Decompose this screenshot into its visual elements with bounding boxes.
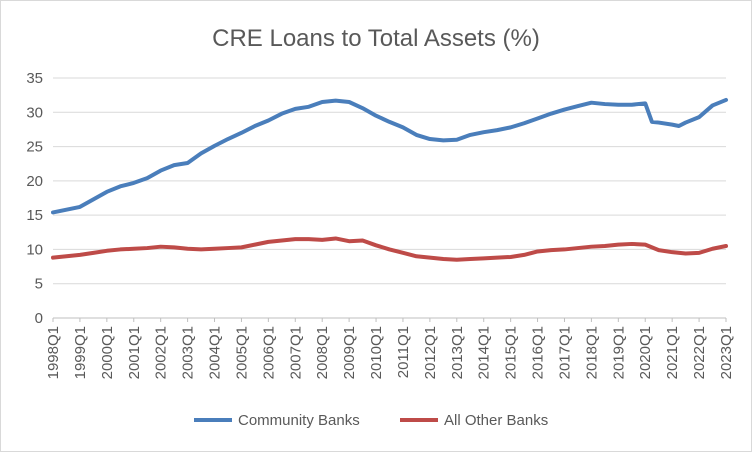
x-tick-label: 2015Q1 <box>503 326 520 379</box>
x-tick-label: 2008Q1 <box>314 326 331 379</box>
x-tick-label: 2021Q1 <box>664 326 681 379</box>
x-tick-label: 2016Q1 <box>530 326 547 379</box>
x-tick-label: 2009Q1 <box>341 326 358 379</box>
legend-label-community-banks: Community Banks <box>238 412 360 429</box>
y-tick-label: 20 <box>26 173 43 190</box>
x-tick-label: 2014Q1 <box>476 326 493 379</box>
y-tick-label: 0 <box>35 310 43 327</box>
x-tick-label: 2010Q1 <box>368 326 385 379</box>
x-tick-label: 1999Q1 <box>72 326 89 379</box>
x-tick-label: 2003Q1 <box>180 326 197 379</box>
x-tick-label: 2005Q1 <box>233 326 250 379</box>
y-tick-label: 15 <box>26 207 43 224</box>
x-tick-label: 2001Q1 <box>126 326 143 379</box>
x-tick-label: 2006Q1 <box>260 326 277 379</box>
y-tick-label: 30 <box>26 104 43 121</box>
x-tick-label: 2004Q1 <box>207 326 224 379</box>
y-tick-label: 35 <box>26 70 43 87</box>
x-tick-label: 2007Q1 <box>287 326 304 379</box>
series-line-community-banks <box>51 97 728 215</box>
x-tick-label: 2012Q1 <box>422 326 439 379</box>
x-tick-label: 2017Q1 <box>556 326 573 379</box>
x-tick-label: 2000Q1 <box>99 326 116 379</box>
legend: Community Banks All Other Banks <box>194 412 548 429</box>
x-tick-label: 2023Q1 <box>718 326 735 379</box>
gridlines <box>53 77 726 319</box>
y-tick-label: 25 <box>26 139 43 156</box>
x-tick-label: 1998Q1 <box>45 326 62 379</box>
x-tick-label: 2002Q1 <box>153 326 170 379</box>
x-tick-label: 2019Q1 <box>610 326 627 379</box>
series-lines <box>51 97 728 262</box>
y-axis-tick-labels: 0 5 10 15 20 25 30 35 <box>26 70 43 327</box>
x-tick-label: 2013Q1 <box>449 326 466 379</box>
x-tick-label: 2018Q1 <box>583 326 600 379</box>
y-tick-label: 10 <box>26 241 43 258</box>
x-tick-label: 2011Q1 <box>395 326 412 378</box>
x-axis-tick-labels: 1998Q1 1999Q1 2000Q1 2001Q1 2002Q1 2003Q1 2004… <box>45 318 735 379</box>
x-tick-label: 2022Q1 <box>691 326 708 379</box>
series-line-all-other-banks <box>51 236 728 262</box>
y-tick-label: 5 <box>35 276 43 293</box>
legend-label-all-other-banks: All Other Banks <box>444 412 548 429</box>
x-tick-label: 2020Q1 <box>637 326 654 379</box>
chart-title: CRE Loans to Total Assets (%) <box>212 25 540 52</box>
